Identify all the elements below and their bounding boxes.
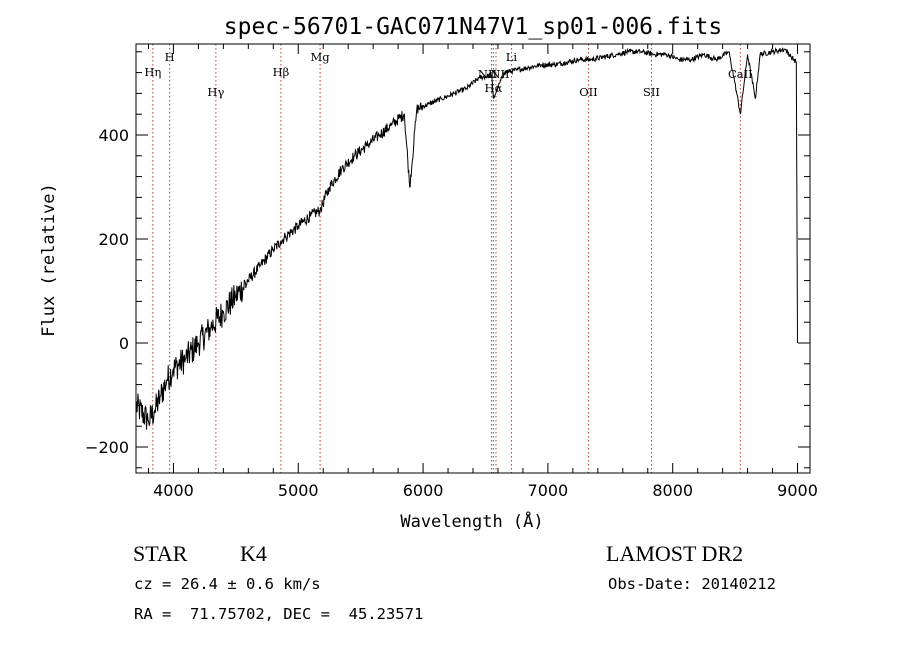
x-tick-label: 8000 <box>652 481 693 500</box>
coordinates-text: RA = 71.75702, DEC = 45.23571 <box>134 605 424 623</box>
spectral-line-label: SII <box>643 85 660 99</box>
spectral-line-label: Li <box>506 50 518 64</box>
spectral-line-label: H <box>165 50 175 64</box>
y-tick-label: 200 <box>98 230 129 249</box>
spectral-line-label: Hη <box>144 65 161 79</box>
spectrum-line <box>135 47 798 430</box>
y-tick-label: −200 <box>85 438 129 457</box>
spectral-line-label: Hα <box>484 81 502 95</box>
spectral-line-label: Mg <box>311 50 331 64</box>
x-tick-label: 7000 <box>528 481 569 500</box>
object-class: STAR <box>133 541 188 566</box>
redshift-text: cz = 26.4 ± 0.6 km/s <box>134 575 321 593</box>
y-axis-label: Flux (relative) <box>39 183 59 337</box>
y-tick-label: 0 <box>119 334 129 353</box>
axis-ticks <box>136 44 810 473</box>
obs-date-text: Obs-Date: 20140212 <box>608 575 776 593</box>
spectral-line-label: NII <box>490 67 509 81</box>
chart-title: spec-56701-GAC071N47V1_sp01-006.fits <box>224 14 723 40</box>
spectral-line-label: OII <box>579 85 598 99</box>
x-tick-label: 5000 <box>278 481 319 500</box>
x-axis-label: Wavelength (Å) <box>400 510 543 532</box>
axis-tick-labels: 4000 5000 6000 7000 8000 9000 −200 0 200 400 <box>85 126 818 500</box>
plot-frame <box>135 43 811 474</box>
spectral-line-label: Hβ <box>273 65 290 79</box>
survey-name: LAMOST DR2 <box>606 541 744 566</box>
y-tick-label: 400 <box>98 126 129 145</box>
x-tick-label: 6000 <box>403 481 444 500</box>
spectral-line-label: Hγ <box>207 85 224 99</box>
object-subclass: K4 <box>240 541 267 566</box>
x-tick-label: 4000 <box>153 481 194 500</box>
x-tick-label: 9000 <box>777 481 818 500</box>
